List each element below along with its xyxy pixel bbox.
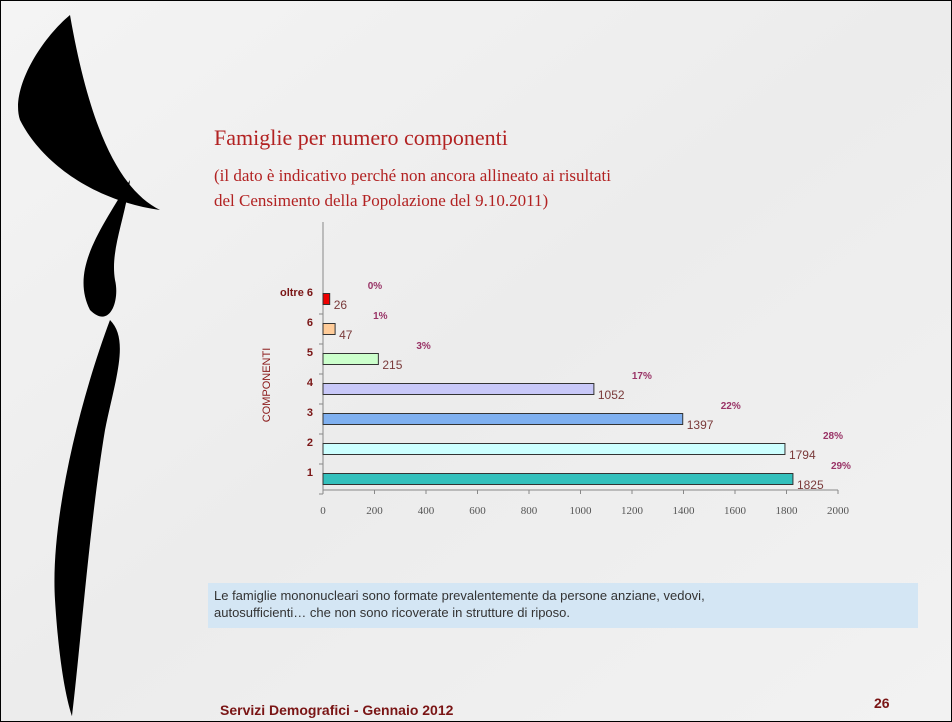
value-label: 1794: [789, 448, 816, 462]
value-label: 1397: [687, 418, 714, 432]
bar: [322, 383, 595, 395]
value-label: 215: [382, 358, 402, 372]
share-label: 3%: [416, 341, 431, 352]
footer: Servizi Demografici - Gennaio 2012: [220, 702, 454, 718]
y-tick-label: 4: [307, 377, 314, 389]
decoration: [18, 15, 160, 716]
chart-subtitle: (il dato è indicativo perché non ancora …: [214, 166, 611, 185]
note: autosufficienti… che non sono ricoverate…: [214, 605, 570, 620]
share-label: 28%: [823, 431, 843, 442]
chart: 0 200 400 600 800 1000 1200 1400 1600 1800 2000 1 18…: [280, 222, 851, 517]
value-label: 1825: [797, 478, 824, 492]
bar: [322, 293, 331, 305]
x-tick-label: 800: [521, 505, 538, 517]
share-label: 22%: [721, 401, 741, 412]
x-tick-label: 600: [469, 505, 486, 517]
bar: [322, 353, 379, 365]
bar: [322, 443, 786, 455]
y-axis-label: COMPONENTI: [261, 348, 273, 423]
y-tick-label: 2: [307, 437, 313, 449]
bar: [322, 323, 336, 335]
bar: [322, 413, 684, 425]
y-tick-label: 1: [307, 467, 313, 479]
share-label: 17%: [632, 371, 652, 382]
x-tick-label: 1200: [621, 505, 644, 517]
page-number: 26: [874, 695, 890, 711]
share-label: 1%: [373, 311, 388, 322]
value-label: 1052: [598, 388, 625, 402]
x-tick-label: 1800: [776, 505, 799, 517]
x-tick-label: 0: [320, 505, 326, 517]
chart-subtitle: del Censimento della Popolazione del 9.1…: [214, 191, 548, 210]
bar: [322, 473, 794, 485]
note: Le famiglie mononucleari sono formate pr…: [214, 588, 705, 603]
value-label: 47: [339, 328, 353, 342]
x-tick-label: 400: [418, 505, 435, 517]
x-tick-label: 200: [366, 505, 383, 517]
x-tick-label: 1600: [724, 505, 747, 517]
x-tick-label: 1000: [570, 505, 593, 517]
share-label: 0%: [368, 281, 383, 292]
value-label: 26: [334, 298, 348, 312]
x-tick-label: 1400: [673, 505, 696, 517]
y-tick-label: 3: [307, 407, 313, 419]
y-tick-label: 5: [307, 347, 313, 359]
chart-title: Famiglie per numero componenti: [214, 125, 508, 150]
note-box: [208, 583, 918, 628]
y-tick-label: oltre 6: [280, 287, 313, 299]
y-tick-label: 6: [307, 317, 313, 329]
x-tick-label: 2000: [827, 505, 850, 517]
share-label: 29%: [831, 461, 851, 472]
